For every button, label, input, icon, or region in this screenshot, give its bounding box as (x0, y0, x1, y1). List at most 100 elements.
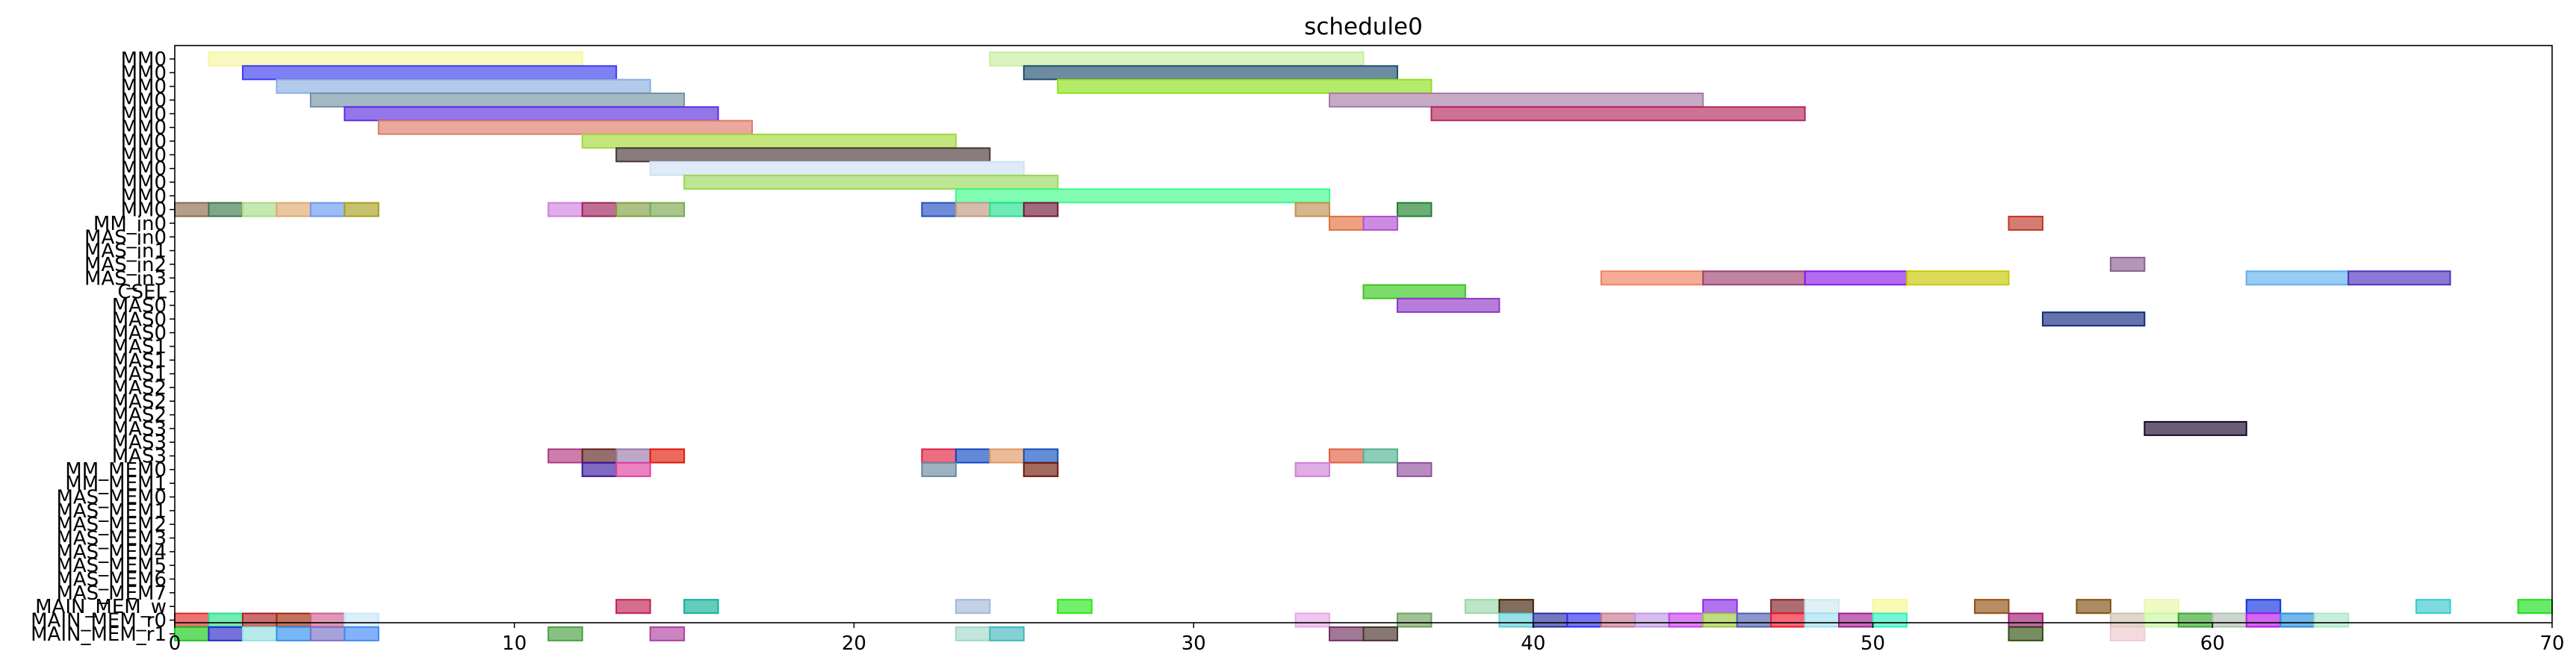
task-bar (955, 188, 1331, 204)
task-bar (1022, 461, 1059, 477)
y-tick-label: MAS3 (112, 432, 167, 454)
x-tick-label: 10 (502, 632, 527, 655)
task-bar (2279, 612, 2315, 628)
plot-frame (174, 45, 2553, 623)
y-tick-label: MAS_MEM4 (56, 541, 167, 564)
task-bar (547, 626, 583, 641)
task-bar (276, 202, 311, 217)
task-bar (1464, 599, 1500, 615)
task-bar (1396, 461, 1433, 477)
y-tick-label: MM0 (121, 62, 167, 84)
task-bar (2177, 612, 2214, 628)
x-tick-label: 50 (1860, 632, 1885, 655)
y-tick-label: MAS1 (112, 336, 167, 358)
y-tick-label: MM0 (121, 144, 167, 167)
task-bar (1329, 626, 1365, 641)
task-bar (1022, 448, 1059, 464)
y-tick-label: MAIN_MEM_r1 (31, 623, 167, 646)
y-tick-label: MAS_in2 (84, 254, 167, 276)
y-tick-label: MAS_MEM3 (56, 528, 167, 550)
task-bar (276, 612, 311, 628)
task-bar (1362, 448, 1398, 464)
y-tick-label: MM_in0 (93, 213, 167, 235)
y-tick-label: MM0 (121, 131, 167, 153)
y-tick-label: MAS_in0 (84, 226, 167, 249)
task-bar (1294, 612, 1331, 628)
y-tick-label: MAS0 (112, 323, 167, 345)
task-bar (1498, 599, 1534, 615)
task-bar (683, 599, 719, 615)
task-bar (208, 202, 243, 217)
task-bar (309, 92, 686, 108)
task-bar (1329, 448, 1365, 464)
task-bar (649, 448, 686, 464)
task-bar (1804, 270, 1908, 286)
y-tick-label: MM0 (121, 90, 167, 112)
x-tick-label: 30 (1182, 632, 1206, 655)
task-bar (2109, 612, 2146, 628)
task-bar (581, 448, 618, 464)
task-bar (1804, 599, 1840, 615)
y-tick-label: MAS_MEM6 (56, 569, 167, 591)
task-bar (241, 626, 278, 641)
task-bar (2144, 612, 2179, 628)
task-bar (2347, 270, 2451, 286)
y-tick-label: MAS1 (112, 349, 167, 372)
task-bar (2212, 612, 2247, 628)
task-bar (174, 202, 210, 217)
task-bar (989, 626, 1025, 641)
task-bar (2144, 420, 2247, 436)
task-bar (989, 202, 1025, 217)
y-tick-label: MAS2 (112, 405, 167, 427)
task-bar (1022, 202, 1059, 217)
task-bar (921, 202, 957, 217)
task-bar (1022, 65, 1398, 81)
task-bar (208, 626, 243, 641)
y-tick-label: MAS2 (112, 377, 167, 399)
y-tick-label: MAS0 (112, 308, 167, 331)
task-bar (1294, 461, 1331, 477)
y-tick-label: MM0 (121, 185, 167, 208)
task-bar (241, 612, 278, 628)
y-tick-label: MM0 (121, 49, 167, 71)
y-tick-label: MAS_in3 (84, 267, 167, 290)
y-tick-label: MM0 (121, 172, 167, 194)
task-bar (1362, 626, 1398, 641)
task-bar (1362, 284, 1466, 299)
task-bar (955, 448, 991, 464)
task-bar (989, 52, 1365, 66)
task-bars (174, 52, 2553, 641)
task-bar (955, 599, 991, 615)
task-bar (1396, 202, 1433, 217)
task-bar (1294, 202, 1331, 217)
task-bar (1329, 92, 1704, 108)
task-bar (208, 52, 583, 66)
task-bar (581, 202, 618, 217)
y-tick-label: MM0 (121, 103, 167, 125)
task-bar (615, 147, 991, 163)
task-bar (1872, 612, 1908, 628)
task-bar (2245, 599, 2282, 615)
y-tick-label: MAS3 (112, 418, 167, 441)
task-bar (1600, 612, 1636, 628)
task-bar (615, 461, 651, 477)
task-bar (1498, 612, 1534, 628)
task-bar (955, 202, 991, 217)
task-bar (2076, 599, 2111, 615)
x-tick-label: 20 (842, 632, 866, 655)
y-tick-label: MAS_MEM2 (56, 514, 167, 536)
task-bar (276, 78, 651, 94)
task-bar (276, 626, 311, 641)
x-axis: 0 10 20 30 40 50 60 70 (169, 623, 2565, 655)
task-bar (2144, 599, 2179, 615)
y-tick-label: MAS_MEM1 (56, 500, 167, 523)
y-tick-label: MAS_MEM0 (56, 487, 167, 509)
y-tick-label: MAS_MEM5 (56, 555, 167, 577)
task-bar (1329, 215, 1365, 231)
task-bar (2415, 599, 2451, 615)
y-tick-label: MM_MEM0 (65, 459, 167, 482)
task-bar (2008, 612, 2043, 628)
task-bar (1702, 599, 1738, 615)
y-tick-label: MM0 (121, 158, 167, 181)
